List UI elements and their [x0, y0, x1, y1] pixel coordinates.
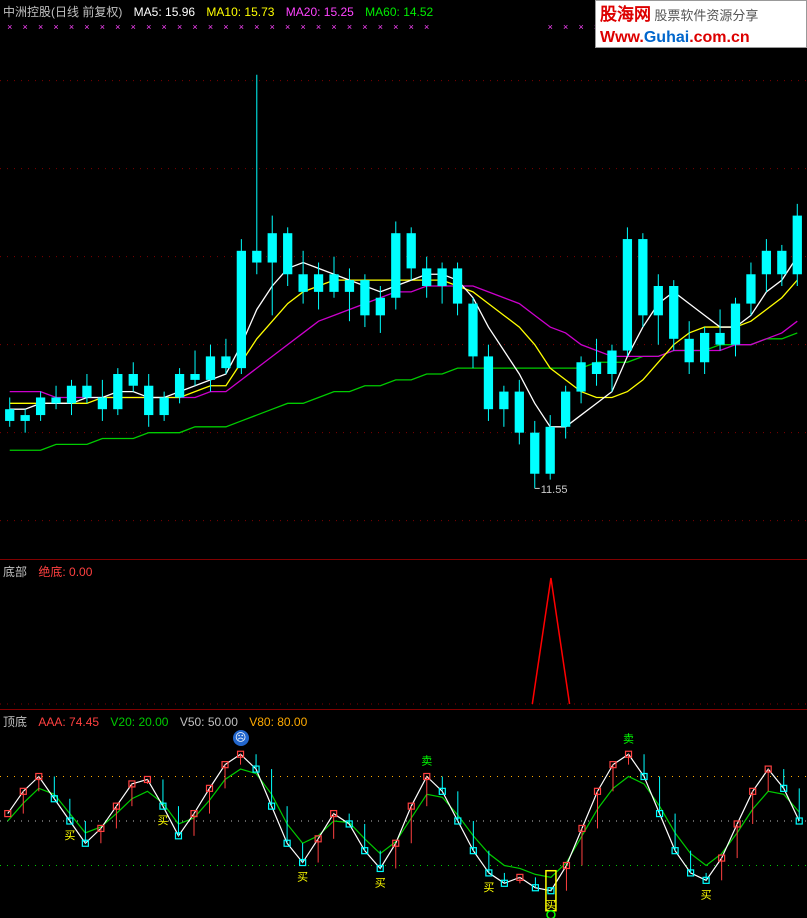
bot-indicator-panel[interactable]: 顶底 AAA: 74.45 V20: 20.00 V50: 50.00 V80:…: [0, 710, 807, 918]
v80-label: V80: 80.00: [249, 715, 307, 729]
ma5-label: MA5: 15.96: [134, 5, 195, 19]
svg-text:×: ×: [362, 22, 367, 32]
svg-text:×: ×: [347, 22, 352, 32]
svg-text:×: ×: [53, 22, 58, 32]
mid-indicator-panel[interactable]: 底部 绝底: 0.00: [0, 560, 807, 710]
svg-text:买: 买: [297, 871, 308, 884]
svg-text:×: ×: [69, 22, 74, 32]
svg-text:×: ×: [177, 22, 182, 32]
ma20-label: MA20: 15.25: [286, 5, 354, 19]
svg-text:×: ×: [23, 22, 28, 32]
watermark-tag: 股票软件资源分享: [654, 8, 758, 23]
svg-text:买: 买: [545, 899, 556, 912]
bot-header: 顶底 AAA: 74.45 V20: 20.00 V50: 50.00 V80:…: [3, 713, 315, 730]
svg-text:×: ×: [378, 22, 383, 32]
svg-text:×: ×: [146, 22, 151, 32]
svg-text:×: ×: [239, 22, 244, 32]
sad-face-icon: ☹: [233, 730, 249, 746]
v20-label: V20: 20.00: [110, 715, 168, 729]
svg-text:×: ×: [115, 22, 120, 32]
svg-text:买: 买: [157, 814, 168, 827]
svg-text:×: ×: [100, 22, 105, 32]
aaa-label: AAA: 74.45: [38, 715, 99, 729]
ma60-label: MA60: 14.52: [365, 5, 433, 19]
svg-text:×: ×: [563, 22, 568, 32]
watermark-url-pre: Www.: [600, 29, 644, 46]
svg-text:×: ×: [548, 22, 553, 32]
svg-text:×: ×: [285, 22, 290, 32]
svg-text:×: ×: [300, 22, 305, 32]
ma10-label: MA10: 15.73: [206, 5, 274, 19]
mid-value: 绝底: 0.00: [38, 565, 92, 579]
bot-chart-svg: 卖卖卖买买买买买买买: [0, 710, 807, 918]
watermark-badge: 股海网 股票软件资源分享 Www.Guhai.com.cn: [595, 0, 807, 48]
svg-text:×: ×: [316, 22, 321, 32]
bot-title: 顶底: [3, 715, 27, 729]
svg-text:×: ×: [7, 22, 12, 32]
svg-text:买: 买: [375, 876, 386, 889]
svg-text:×: ×: [192, 22, 197, 32]
svg-text:×: ×: [131, 22, 136, 32]
watermark-url-mid: Guhai: [644, 29, 689, 46]
svg-text:×: ×: [270, 22, 275, 32]
svg-text:×: ×: [424, 22, 429, 32]
main-chart-svg: ××××××××××××××××××××××××××××××××××: [0, 0, 807, 560]
svg-text:卖: 卖: [421, 755, 432, 768]
svg-text:×: ×: [223, 22, 228, 32]
svg-text:×: ×: [162, 22, 167, 32]
svg-text:×: ×: [578, 22, 583, 32]
watermark-brand: 股海网: [600, 5, 651, 24]
svg-text:买: 买: [701, 888, 712, 901]
svg-text:卖: 卖: [623, 732, 634, 745]
svg-text:×: ×: [84, 22, 89, 32]
mid-chart-svg: [0, 560, 807, 710]
low-price-label: 11.55: [541, 484, 568, 496]
mid-header: 底部 绝底: 0.00: [3, 563, 100, 580]
svg-text:×: ×: [38, 22, 43, 32]
svg-text:×: ×: [331, 22, 336, 32]
stock-title: 中洲控股(日线 前复权): [3, 5, 122, 19]
v50-label: V50: 50.00: [180, 715, 238, 729]
main-chart-panel[interactable]: 中洲控股(日线 前复权) MA5: 15.96 MA10: 15.73 MA20…: [0, 0, 807, 560]
svg-text:×: ×: [409, 22, 414, 32]
watermark-url-post: .com.cn: [689, 29, 749, 46]
svg-text:×: ×: [208, 22, 213, 32]
svg-text:×: ×: [393, 22, 398, 32]
svg-text:买: 买: [483, 881, 494, 894]
mid-title: 底部: [3, 565, 27, 579]
svg-text:×: ×: [254, 22, 259, 32]
svg-text:买: 买: [64, 829, 75, 842]
main-header: 中洲控股(日线 前复权) MA5: 15.96 MA10: 15.73 MA20…: [3, 3, 441, 20]
